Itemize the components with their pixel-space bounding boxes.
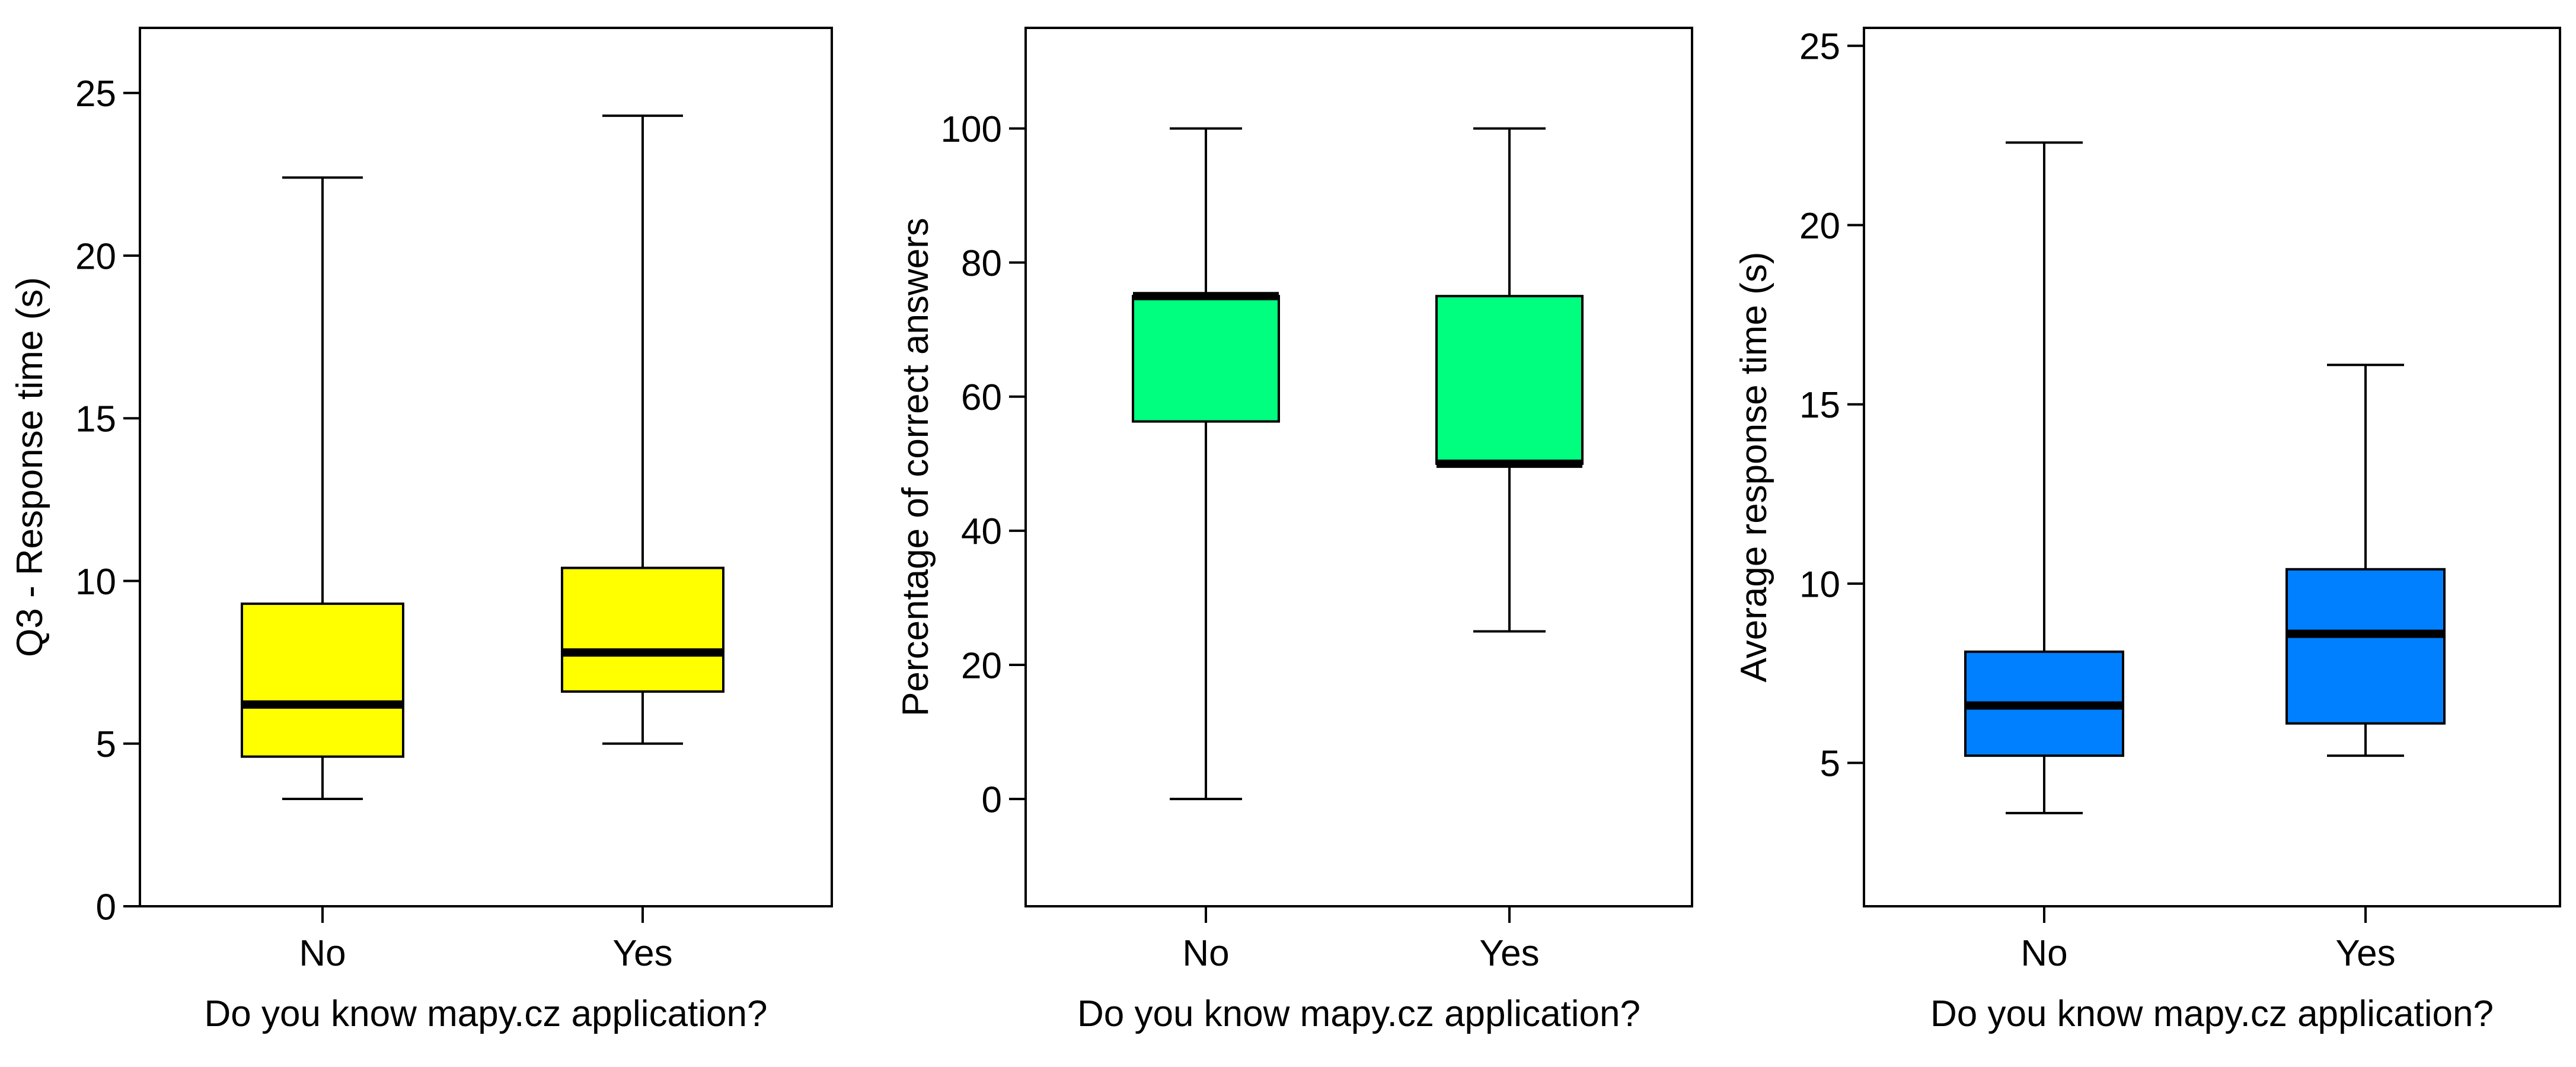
y-tick-label: 10 — [1799, 564, 1840, 605]
box-yes — [1435, 127, 1584, 633]
y-tick-label: 25 — [1799, 27, 1840, 68]
x-axis-label: Do you know mapy.cz application? — [204, 993, 767, 1034]
plot-frame — [1863, 27, 2561, 907]
y-tick-label: 10 — [75, 562, 116, 603]
y-axis-label: Percentage of correct answers — [895, 218, 936, 716]
iqr-box — [1435, 295, 1584, 465]
chart-panel-1: 0 5 10 15 20 25 No Yes Do you know mapy.cz appli… — [9, 27, 833, 1034]
plot-frame — [139, 27, 833, 907]
y-tick-label: 5 — [1820, 744, 1840, 785]
chart-panel-2: 0 20 40 60 80 100 No Yes Do you know mapy.cz app… — [895, 27, 1693, 1034]
y-tick-label: 15 — [1799, 385, 1840, 426]
iqr-box — [561, 566, 724, 693]
box-yes — [561, 114, 724, 745]
x-tick-label: Yes — [2335, 933, 2395, 974]
y-tick-label: 5 — [96, 724, 116, 765]
y-tick-label: 60 — [961, 377, 1002, 418]
y-tick-label: 15 — [75, 399, 116, 440]
box-no — [1132, 127, 1280, 801]
iqr-box — [2285, 568, 2446, 725]
y-tick-label: 20 — [75, 236, 116, 277]
box-no — [241, 176, 404, 800]
x-tick-label: No — [1182, 933, 1229, 974]
box-no — [1964, 141, 2124, 814]
y-tick-label: 0 — [96, 887, 116, 928]
plot-frame — [1024, 27, 1693, 907]
box-yes — [2285, 364, 2446, 757]
x-tick-label: No — [2020, 933, 2067, 974]
x-axis-label: Do you know mapy.cz application? — [1077, 993, 1640, 1034]
iqr-box — [1132, 295, 1280, 423]
x-tick-label: Yes — [1479, 933, 1539, 974]
y-tick-label: 40 — [961, 511, 1002, 552]
x-tick-label: Yes — [612, 933, 672, 974]
x-axis-label: Do you know mapy.cz application? — [1930, 993, 2494, 1034]
y-tick-label: 80 — [961, 243, 1002, 284]
x-tick-label: No — [299, 933, 346, 974]
y-tick-label: 0 — [982, 779, 1002, 820]
iqr-box — [241, 602, 404, 758]
y-axis-label: Average response time (s) — [1734, 252, 1774, 683]
y-tick-label: 20 — [961, 645, 1002, 686]
chart-panel-3: 5 10 15 20 25 No Yes Do you know mapy.cz applic… — [1734, 27, 2561, 1034]
y-tick-label: 100 — [941, 109, 1002, 150]
y-axis-label: Q3 - Response time (s) — [9, 277, 50, 657]
y-tick-label: 20 — [1799, 206, 1840, 247]
y-tick-label: 25 — [75, 74, 116, 114]
